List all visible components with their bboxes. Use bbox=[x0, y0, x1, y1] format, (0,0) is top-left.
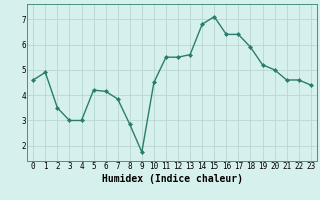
X-axis label: Humidex (Indice chaleur): Humidex (Indice chaleur) bbox=[101, 174, 243, 184]
